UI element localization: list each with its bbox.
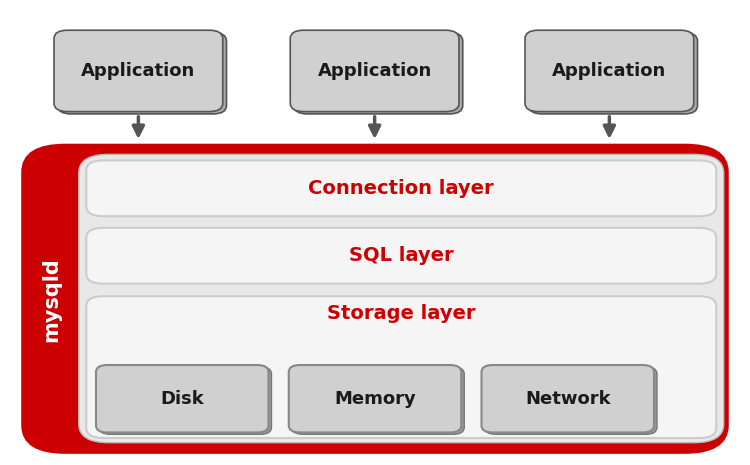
FancyBboxPatch shape bbox=[54, 30, 223, 112]
FancyBboxPatch shape bbox=[86, 296, 716, 438]
FancyBboxPatch shape bbox=[24, 146, 726, 451]
FancyBboxPatch shape bbox=[525, 30, 694, 112]
Text: Disk: Disk bbox=[160, 390, 204, 408]
FancyBboxPatch shape bbox=[86, 228, 716, 284]
FancyBboxPatch shape bbox=[58, 33, 226, 114]
FancyBboxPatch shape bbox=[484, 367, 657, 434]
FancyBboxPatch shape bbox=[529, 33, 698, 114]
Text: Memory: Memory bbox=[334, 390, 416, 408]
Text: Application: Application bbox=[552, 62, 667, 80]
Text: Network: Network bbox=[525, 390, 610, 408]
Text: Connection layer: Connection layer bbox=[308, 179, 494, 198]
FancyBboxPatch shape bbox=[290, 30, 459, 112]
FancyBboxPatch shape bbox=[96, 365, 268, 432]
Text: Storage layer: Storage layer bbox=[327, 305, 476, 323]
FancyBboxPatch shape bbox=[294, 33, 463, 114]
FancyBboxPatch shape bbox=[79, 154, 724, 443]
Text: SQL layer: SQL layer bbox=[349, 246, 454, 265]
FancyBboxPatch shape bbox=[292, 367, 464, 434]
FancyBboxPatch shape bbox=[99, 367, 272, 434]
Text: Application: Application bbox=[81, 62, 196, 80]
FancyBboxPatch shape bbox=[86, 160, 716, 216]
FancyBboxPatch shape bbox=[482, 365, 654, 432]
FancyBboxPatch shape bbox=[289, 365, 461, 432]
Text: Application: Application bbox=[317, 62, 432, 80]
Text: mysqld: mysqld bbox=[41, 258, 61, 342]
